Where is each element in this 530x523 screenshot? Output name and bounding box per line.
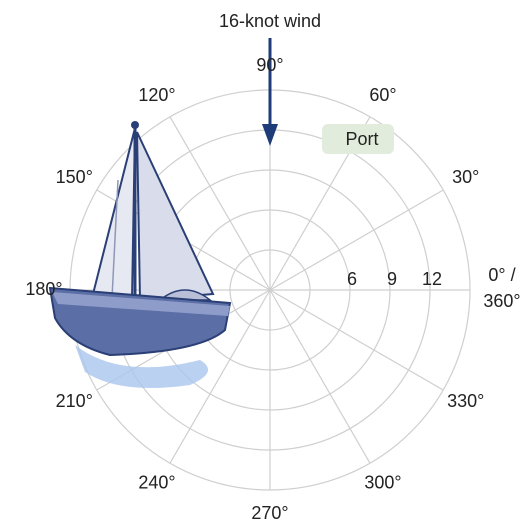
radial-label: 12	[422, 269, 442, 289]
angle-label: 120°	[138, 85, 175, 105]
angle-label: 150°	[56, 167, 93, 187]
sailboat	[48, 121, 232, 389]
angle-label: 300°	[364, 473, 401, 493]
angle-label: 30°	[452, 167, 479, 187]
angle-label: 210°	[56, 391, 93, 411]
radial-label: 6	[347, 269, 357, 289]
grid-spoke	[269, 289, 444, 391]
grid-spoke	[269, 289, 371, 464]
radial-label: 9	[387, 269, 397, 289]
wind-label: 16-knot wind	[219, 11, 321, 31]
angle-label: 330°	[447, 391, 484, 411]
grid-spoke	[269, 189, 444, 291]
angle-label: 270°	[251, 503, 288, 523]
angle-label: 180°	[25, 279, 62, 299]
angle-label: 240°	[138, 473, 175, 493]
grid-spoke	[169, 116, 271, 291]
grid-spoke	[169, 289, 271, 464]
angle-label: 60°	[369, 85, 396, 105]
port-box	[322, 124, 394, 154]
angle-label: 0° / 360°	[483, 265, 521, 311]
wind-arrowhead	[262, 124, 278, 146]
angle-label: 90°	[256, 55, 283, 75]
port-label: Port	[345, 129, 378, 149]
